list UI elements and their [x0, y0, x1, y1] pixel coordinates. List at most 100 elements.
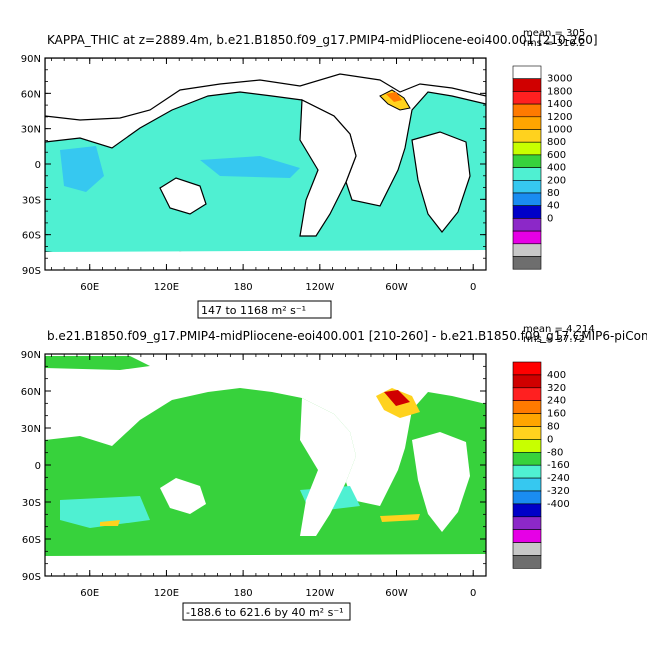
colorbar-label: 1000 — [547, 125, 572, 136]
x-tick-label: 60E — [80, 588, 99, 599]
ocean-patch-south-indian — [60, 496, 150, 528]
land-australia — [160, 478, 206, 514]
colorbar-swatch — [512, 426, 542, 440]
y-tick-label: 90S — [22, 572, 41, 583]
x-tick-label: 0 — [470, 282, 476, 293]
colorbar-swatch — [512, 205, 542, 219]
colorbar-label: 400 — [547, 370, 566, 381]
range-label-box — [182, 602, 351, 621]
colorbar-label: 1400 — [547, 99, 572, 110]
x-tick-label: 120W — [305, 282, 334, 293]
colorbar-label: 800 — [547, 137, 566, 148]
panel-kappa-thic: KAPPA_THIC at z=2889.4m, b.e21.B1850.f09… — [21, 28, 598, 319]
colorbar-swatch — [512, 78, 542, 92]
x-tick-label: 60E — [80, 282, 99, 293]
colorbar-label: 80 — [547, 188, 560, 199]
colorbar-swatch — [512, 218, 542, 232]
y-tick-label: 90N — [21, 350, 41, 361]
colorbar-swatch — [512, 192, 542, 206]
colorbar-label: -240 — [547, 473, 570, 484]
range-label-box — [197, 300, 332, 319]
colorbar-swatch — [512, 400, 542, 414]
colorbar-swatch — [512, 167, 542, 181]
land-north — [45, 58, 486, 121]
y-tick-label: 90N — [21, 54, 41, 65]
colorbar-swatch — [512, 374, 542, 389]
x-tick-label: 60W — [385, 282, 408, 293]
colorbar-swatch — [512, 464, 542, 479]
colorbar-swatch — [512, 361, 542, 376]
colorbar-swatch — [512, 65, 542, 79]
y-tick-label: 60N — [21, 89, 41, 100]
colorbar-swatch — [512, 516, 542, 530]
ocean-patch-indian — [60, 146, 104, 192]
land-americas — [299, 99, 357, 237]
x-tick-label: 180 — [234, 282, 253, 293]
range-label: -188.6 to 621.6 by 40 m² s⁻¹ — [186, 606, 344, 619]
colorbar-swatch — [512, 503, 542, 518]
antarctica — [45, 250, 486, 270]
land-americas — [300, 398, 356, 536]
colorbar-swatch — [512, 230, 542, 245]
land-africa — [411, 131, 471, 233]
colorbar-swatch — [512, 387, 542, 401]
anomaly-streak-west — [100, 520, 120, 526]
colorbar-swatch — [512, 490, 542, 505]
x-tick-label: 120W — [305, 588, 334, 599]
anomaly-core — [384, 390, 410, 406]
colorbar-swatch — [512, 129, 542, 143]
colorbar-swatch — [512, 555, 542, 569]
x-axis: 60E 120E 180 120W 60W 0 — [50, 58, 487, 293]
x-tick-label: 180 — [234, 588, 253, 599]
colorbar-label: 320 — [547, 383, 566, 394]
colorbar-swatch — [512, 180, 542, 194]
colorbar-swatch — [512, 154, 542, 168]
colorbar-label: 200 — [547, 175, 566, 186]
colorbar-swatch — [512, 451, 542, 466]
colorbar-label: 0 — [547, 434, 553, 445]
x-tick-label: 60W — [385, 588, 408, 599]
map-field — [45, 58, 486, 270]
chart-title: KAPPA_THIC at z=2889.4m, b.e21.B1850.f09… — [47, 33, 598, 47]
colorbar-swatch — [512, 413, 542, 427]
y-tick-label: 30N — [21, 125, 41, 136]
chart-title: b.e21.B1850.f09_g17.PMIP4-midPliocene-eo… — [47, 329, 647, 343]
colorbar-label: 3000 — [547, 74, 572, 85]
colorbar-swatch — [512, 529, 542, 543]
y-tick-label: 60S — [22, 535, 41, 546]
x-axis: 60E 120E 180 120W 60W 0 — [50, 354, 487, 599]
colorbar-label: 600 — [547, 150, 566, 161]
colorbar-swatch — [512, 439, 542, 453]
y-tick-label: 90S — [22, 266, 41, 277]
colorbar-label: 160 — [547, 409, 566, 420]
ocean-arctic — [45, 356, 150, 370]
x-tick-label: 120E — [154, 282, 179, 293]
y-tick-label: 0 — [35, 160, 41, 171]
colorbar-swatch — [512, 103, 542, 118]
colorbar-label: -160 — [547, 460, 570, 471]
stats-mean: mean = 305 — [523, 28, 585, 39]
ocean-patch-eq-pacific — [200, 156, 300, 178]
stats-mean: mean = 4.214 — [523, 324, 595, 335]
colorbar-swatch — [512, 116, 542, 130]
colorbar-swatch — [512, 256, 542, 270]
colorbar-label: 40 — [547, 201, 560, 212]
x-tick-label: 120E — [154, 588, 179, 599]
y-axis: 90N 60N 30N 0 30S 60S 90S — [21, 350, 486, 583]
map-field — [45, 354, 486, 576]
colorbar-swatch — [512, 91, 542, 105]
land-north — [45, 354, 486, 404]
anomaly-core — [386, 92, 402, 102]
anomaly-streak-east — [380, 514, 420, 522]
colorbar-label: 1800 — [547, 86, 572, 97]
y-tick-label: 60S — [22, 231, 41, 242]
land-africa — [412, 432, 470, 532]
y-tick-label: 30S — [22, 498, 41, 509]
x-tick-label: 0 — [470, 588, 476, 599]
y-tick-label: 30N — [21, 424, 41, 435]
colorbar-swatch — [512, 477, 542, 492]
antarctica — [45, 554, 486, 576]
stats-rms: rms = 310.2 — [523, 38, 585, 49]
